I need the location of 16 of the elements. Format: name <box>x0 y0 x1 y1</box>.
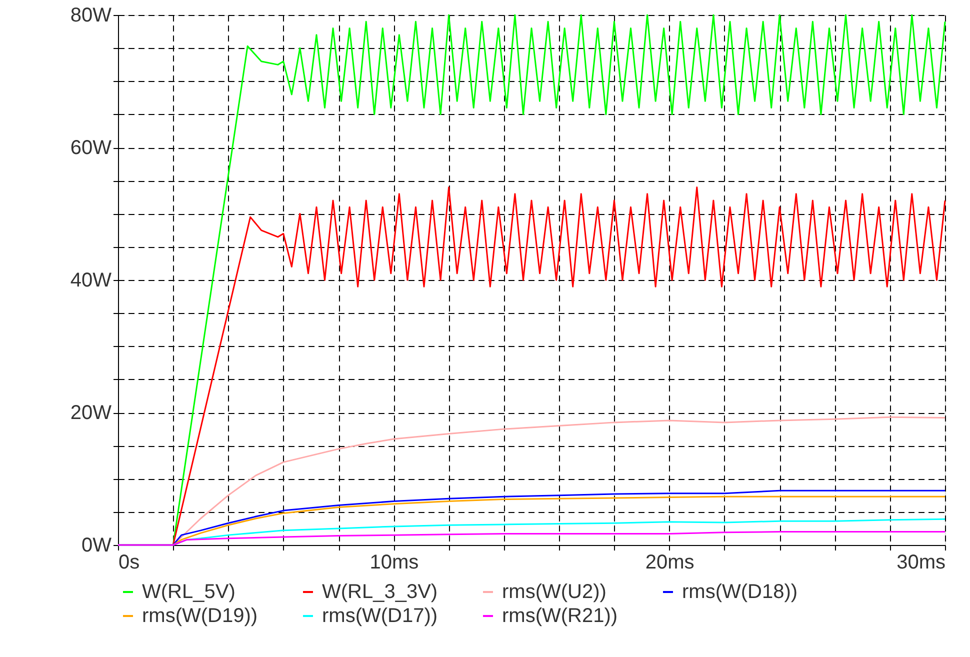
x-tick-label: 0s <box>118 552 140 574</box>
x-tick-label: 10ms <box>370 552 419 574</box>
y-tick-label: 0W <box>82 534 112 556</box>
y-tick-label: 20W <box>70 402 112 424</box>
legend-label: W(RL_3_3V) <box>322 581 438 603</box>
x-tick-label: 20ms <box>645 552 694 574</box>
y-tick-label: 60W <box>70 137 112 159</box>
legend-label: rms(W(U2)) <box>502 581 606 603</box>
legend-label: W(RL_5V) <box>142 581 236 603</box>
legend-label: rms(W(D18)) <box>682 581 798 603</box>
y-tick-label: 80W <box>70 4 112 26</box>
legend-label: rms(W(D17)) <box>322 605 438 627</box>
x-tick-label: 30ms <box>896 552 946 574</box>
legend-label: rms(W(R21)) <box>502 605 618 627</box>
y-tick-label: 40W <box>70 270 112 292</box>
legend-label: rms(W(D19)) <box>142 605 258 627</box>
